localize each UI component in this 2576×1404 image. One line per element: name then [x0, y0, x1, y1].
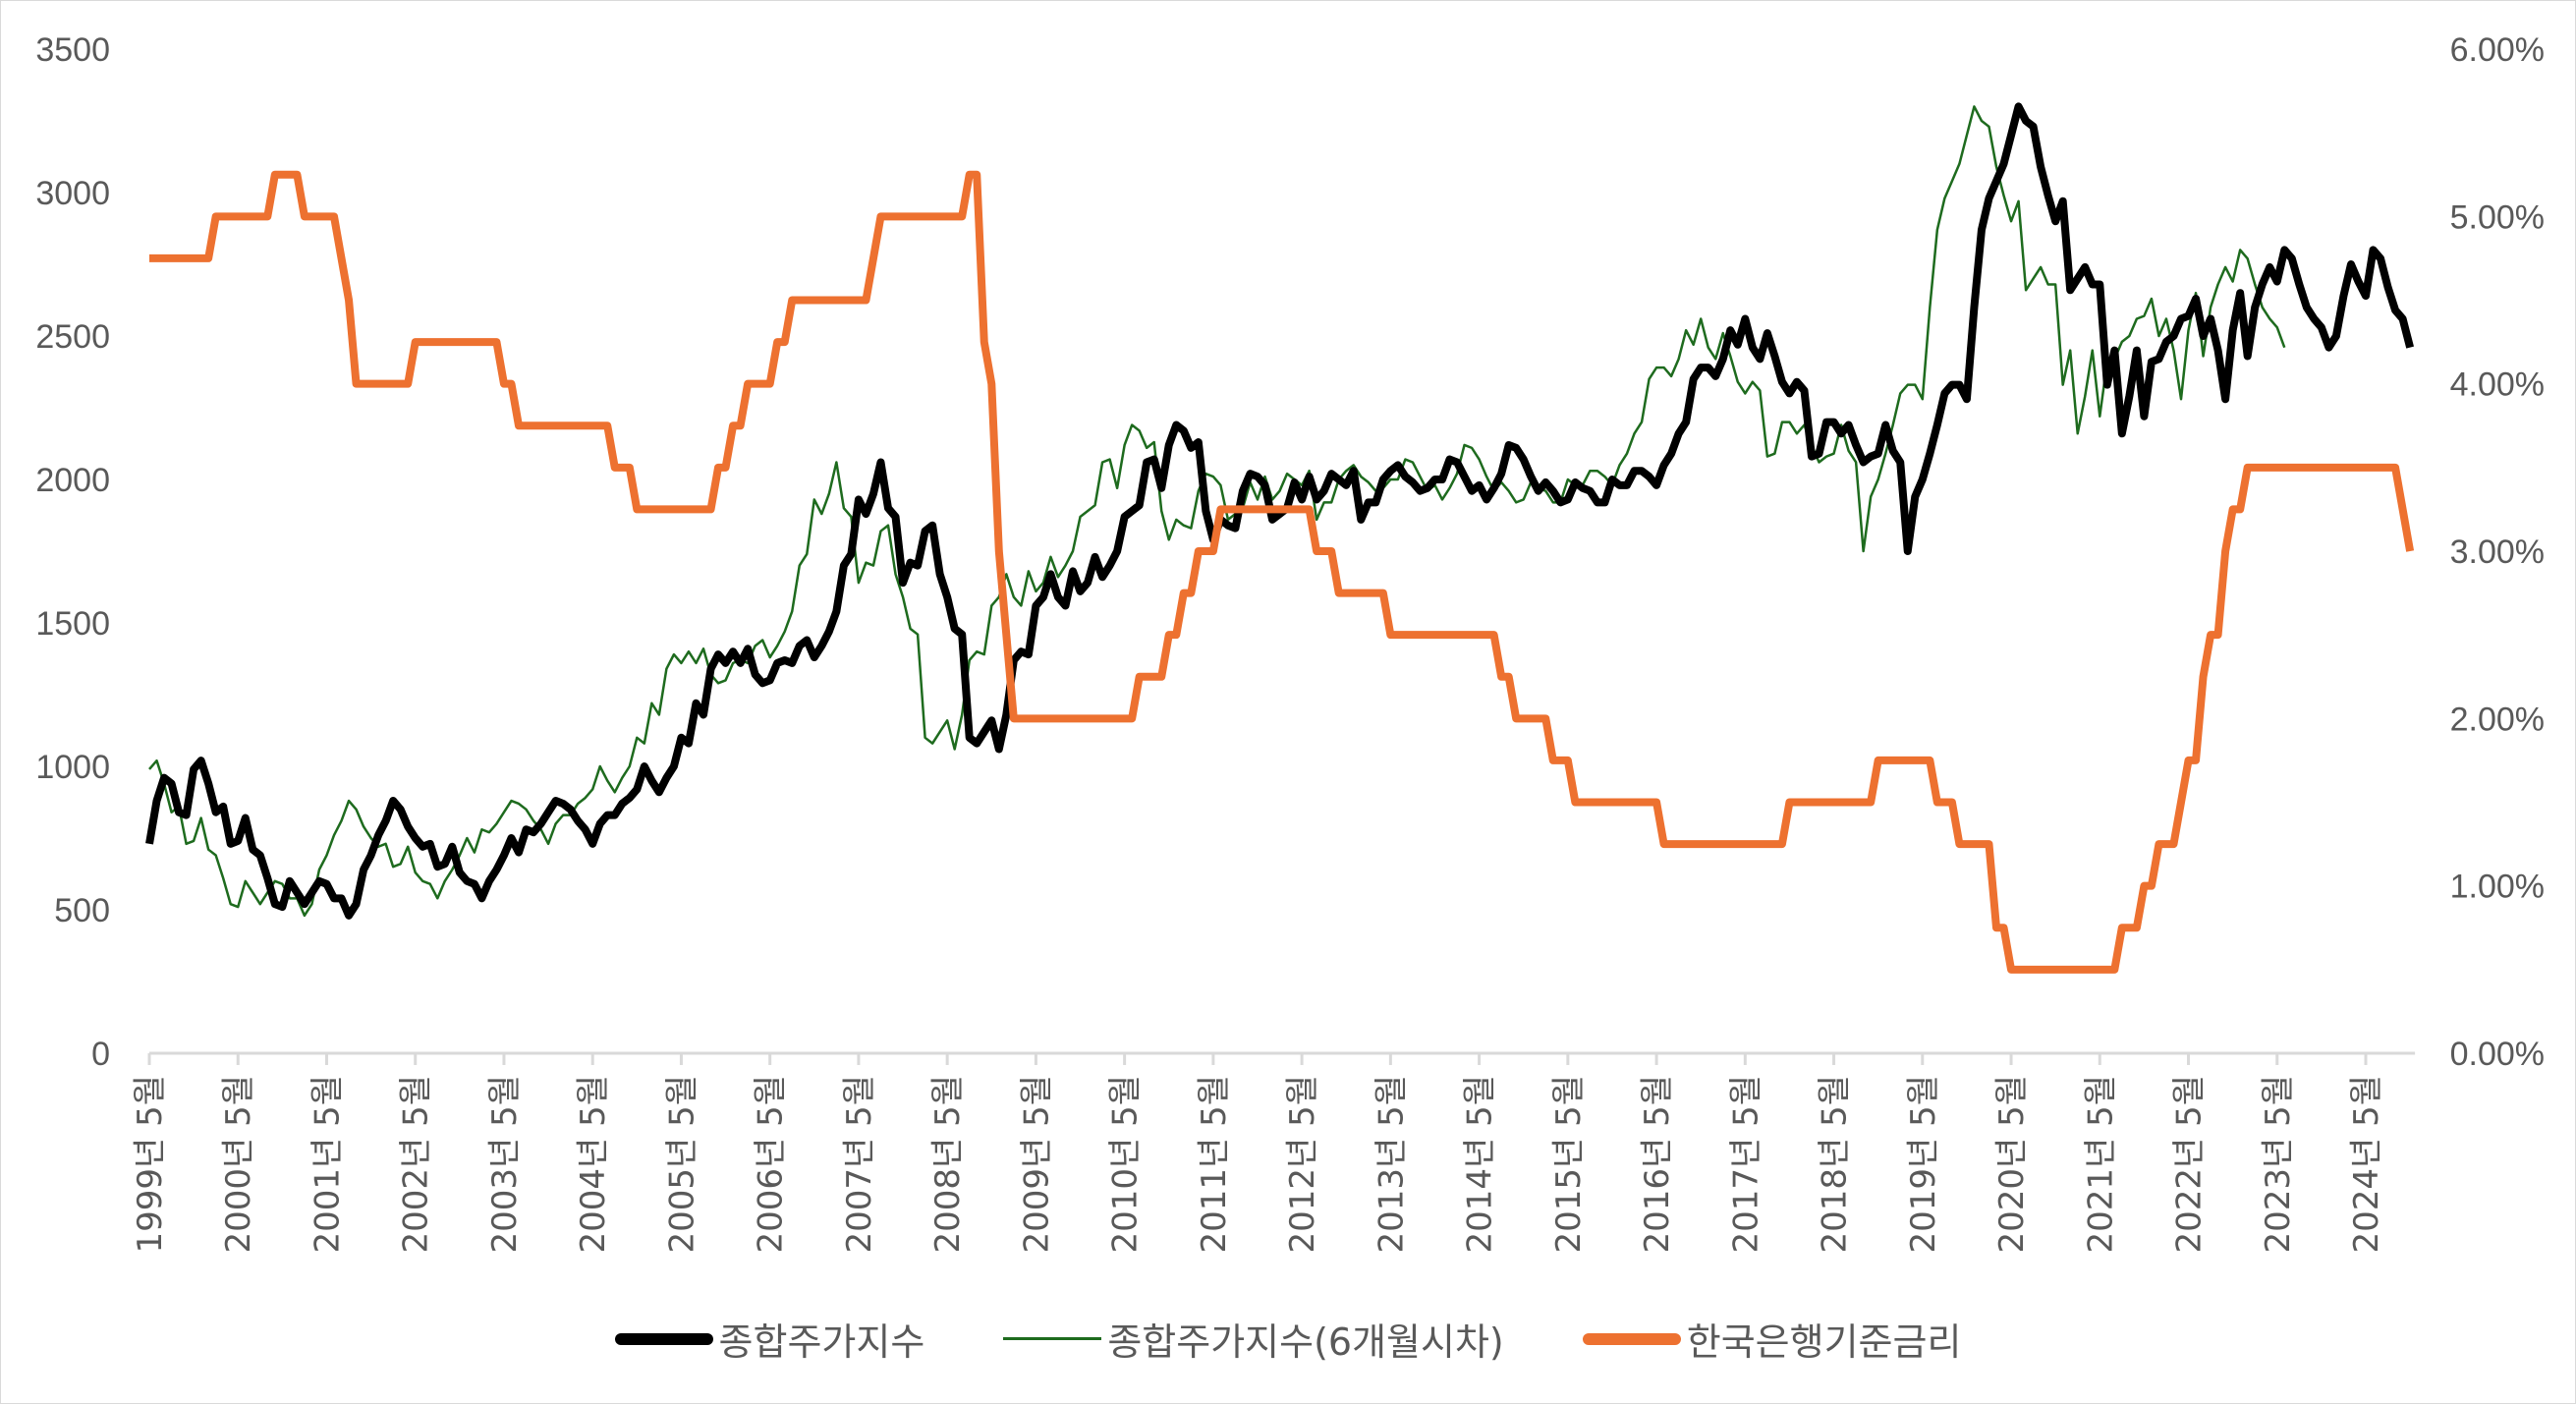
x-tick-label: 2001년 5월 — [308, 1075, 347, 1254]
x-tick-label: 2024년 5월 — [2347, 1075, 2386, 1254]
x-tick-label: 2008년 5월 — [928, 1075, 968, 1254]
x-tick-label: 2019년 5월 — [1904, 1075, 1943, 1254]
x-tick-label: 2007년 5월 — [840, 1075, 879, 1254]
x-tick-label: 2003년 5월 — [485, 1075, 525, 1254]
x-tick-label: 2017년 5월 — [1726, 1075, 1765, 1254]
y-right-tick-label: 1.00% — [2450, 869, 2545, 906]
x-tick-label: 2006년 5월 — [752, 1075, 791, 1254]
y-right-tick-label: 2.00% — [2450, 701, 2545, 738]
x-tick-label: 2015년 5월 — [1549, 1075, 1589, 1254]
y-left-tick-label: 2500 — [35, 318, 110, 356]
x-tick-label: 2021년 5월 — [2081, 1075, 2120, 1254]
y-left-tick-label: 1500 — [35, 605, 110, 643]
x-tick-label: 2010년 5월 — [1106, 1075, 1146, 1254]
x-tick-label: 2023년 5월 — [2259, 1075, 2298, 1254]
x-tick-label: 2004년 5월 — [574, 1075, 613, 1254]
legend-item-base-rate[interactable]: 한국은행기준금리 — [1582, 1312, 1962, 1366]
x-tick-label: 2000년 5월 — [219, 1075, 258, 1254]
series-line-kospi — [145, 102, 2414, 920]
x-tick-label: 2022년 5월 — [2170, 1075, 2210, 1254]
x-tick-label: 2014년 5월 — [1461, 1075, 1500, 1254]
legend: 종합주가지수 종합주가지수(6개월시차) 한국은행기준금리 — [0, 1312, 2576, 1366]
x-tick-label: 2018년 5월 — [1816, 1075, 1855, 1254]
x-tick-label: 1999년 5월 — [131, 1075, 170, 1254]
legend-swatch-kospi — [614, 1332, 713, 1345]
legend-label: 종합주가지수 — [718, 1320, 925, 1364]
x-tick-label: 2020년 5월 — [1992, 1075, 2032, 1254]
y-left-tick-label: 1000 — [35, 749, 110, 786]
y-left-tick-label: 3000 — [35, 175, 110, 212]
y-right-tick-label: 6.00% — [2450, 31, 2545, 69]
x-tick-label: 2012년 5월 — [1283, 1075, 1322, 1254]
x-tick-label: 2016년 5월 — [1638, 1075, 1677, 1254]
legend-item-kospi[interactable]: 종합주가지수 — [614, 1312, 925, 1366]
legend-swatch-kospi-lagged — [1003, 1337, 1102, 1340]
y-left-tick-label: 3500 — [35, 31, 110, 69]
y-right-tick-label: 3.00% — [2450, 534, 2545, 571]
x-tick-label: 2005년 5월 — [662, 1075, 701, 1254]
legend-label: 종합주가지수(6개월시차) — [1107, 1320, 1504, 1364]
x-tick-label: 2009년 5월 — [1017, 1075, 1056, 1254]
x-tick-label: 2011년 5월 — [1195, 1075, 1234, 1254]
x-tick-label: 2002년 5월 — [397, 1075, 436, 1254]
series-line-kospi-lagged — [148, 105, 2286, 918]
series-line-base-rate — [149, 170, 2415, 974]
y-left-tick-label: 0 — [91, 1036, 110, 1073]
y-right-tick-label: 5.00% — [2450, 198, 2545, 236]
legend-item-kospi-lagged[interactable]: 종합주가지수(6개월시차) — [1003, 1312, 1504, 1366]
y-right-tick-label: 4.00% — [2450, 366, 2545, 404]
y-left-tick-label: 2000 — [35, 462, 110, 499]
y-left-tick-label: 500 — [54, 892, 110, 929]
legend-swatch-base-rate — [1582, 1332, 1681, 1345]
legend-label: 한국은행기준금리 — [1686, 1320, 1962, 1364]
y-right-tick-label: 0.00% — [2450, 1036, 2545, 1073]
x-tick-label: 2013년 5월 — [1372, 1075, 1411, 1254]
